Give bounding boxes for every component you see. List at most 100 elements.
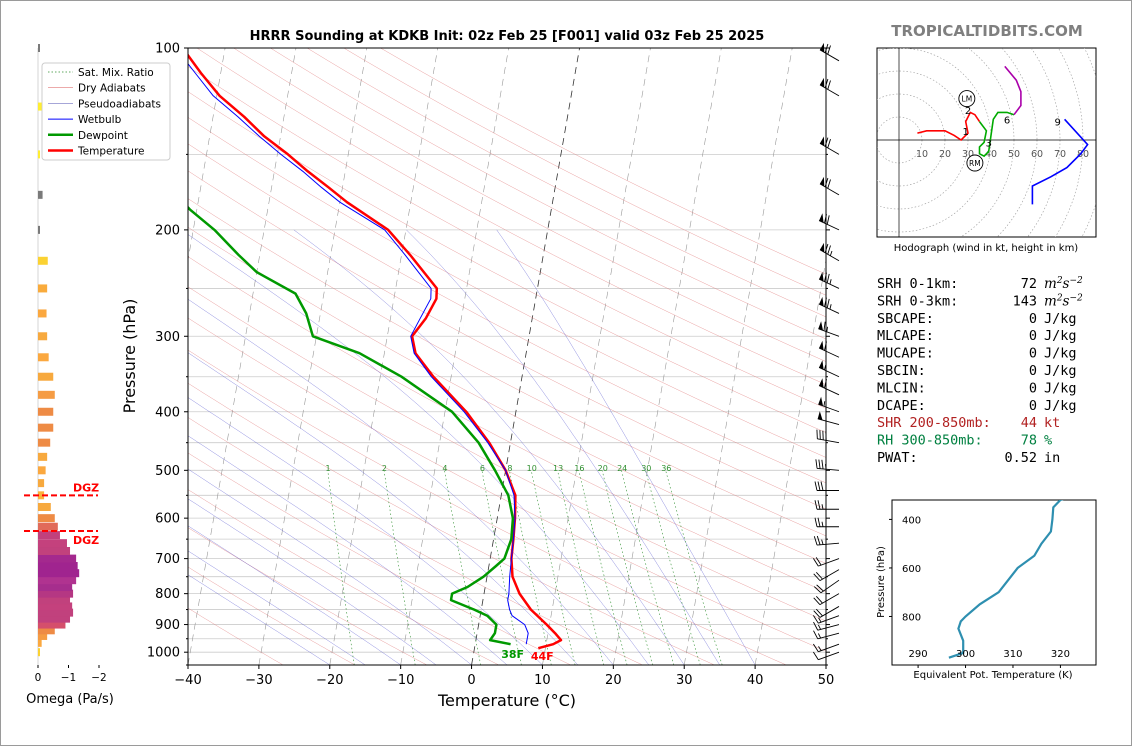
barb-full — [814, 481, 818, 491]
barb-flag — [819, 360, 824, 370]
index-label: MLCAPE: — [877, 328, 934, 344]
theta-e-x-tick-label: 300 — [956, 649, 975, 660]
barb-full — [821, 459, 824, 469]
pseudoadiabat — [188, 498, 437, 665]
skewt-panel: 1 2 4 6 8 10 13 16 20 24 30 36 38F 44F −40 −30 −20 −10 0… — [41, 42, 840, 710]
index-value: 78 — [1021, 433, 1037, 449]
index-label: SBCAPE: — [877, 311, 934, 327]
wind-barb — [818, 271, 840, 289]
omega-bar — [38, 372, 54, 381]
theta-e-y-tick-label: 400 — [902, 515, 921, 526]
omega-bar — [38, 576, 77, 585]
mixing-ratio-label: 16 — [574, 464, 584, 473]
dgz-label-top: DGZ — [73, 481, 99, 494]
index-label: SHR 200-850mb: — [877, 415, 991, 431]
wind-barb — [819, 242, 840, 262]
omega-bar — [38, 589, 74, 598]
index-value: 0 — [1029, 311, 1037, 327]
barb-half — [829, 304, 832, 310]
pseudoadiabat — [293, 229, 685, 665]
legend-label: Wetbulb — [78, 114, 122, 126]
y-tick-label: 500 — [155, 464, 180, 479]
wind-barb — [812, 643, 840, 653]
omega-bar — [38, 638, 42, 647]
y-tick-label: 700 — [155, 552, 180, 567]
barb-full — [813, 586, 822, 594]
mixing-ratio-label: 24 — [617, 464, 627, 473]
index-value: 44 — [1021, 415, 1037, 431]
index-value: 0 — [1029, 363, 1037, 379]
omega-bar — [38, 491, 45, 500]
theta-e-x-tick-label: 290 — [909, 649, 928, 660]
dry-adiabat — [188, 226, 826, 564]
omega-xlabel: Omega (Pa/s) — [26, 692, 114, 707]
index-unit: % — [1044, 433, 1052, 449]
mixing-ratio-line — [509, 470, 552, 665]
omega-bar — [38, 502, 51, 511]
pseudoadiabat — [188, 574, 330, 665]
mixing-ratio-line — [645, 470, 701, 665]
theta-e-y-tick-label: 600 — [902, 564, 921, 575]
index-unit: J/kg — [1044, 328, 1077, 344]
index-row: SBCAPE: 0 J/kg — [877, 311, 1077, 327]
pseudoadiabat — [496, 229, 756, 665]
x-tick-label: 0 — [467, 673, 475, 688]
y-tick-label: 400 — [155, 405, 180, 420]
hodograph-ring-label: 10 — [916, 149, 928, 160]
x-tick-label: −20 — [316, 673, 343, 688]
index-unit: J/kg — [1044, 363, 1077, 379]
wind-barb — [816, 429, 840, 444]
index-unit: kt — [1044, 415, 1060, 431]
barb-full — [826, 273, 830, 284]
dry-adiabat — [188, 417, 643, 665]
isotherm-line — [471, 48, 580, 665]
y-tick-label: 600 — [155, 512, 180, 527]
mixing-ratio-label: 1 — [326, 464, 331, 473]
dry-adiabat — [188, 527, 428, 665]
wind-barb — [813, 569, 840, 582]
theta-e-y-tick-label: 800 — [902, 612, 921, 623]
barb-full — [827, 245, 831, 255]
index-label: DCAPE: — [877, 398, 926, 414]
omega-bar — [38, 44, 40, 52]
index-row: SBCIN: 0 J/kg — [877, 363, 1077, 379]
omega-bar — [38, 423, 54, 432]
hodograph-ring-label: 30 — [962, 149, 974, 160]
omega-bar — [38, 332, 48, 341]
omega-bar — [38, 608, 74, 617]
index-unit: J/kg — [1044, 311, 1077, 327]
barb-full — [824, 43, 829, 53]
index-label: RH 300-850mb: — [877, 433, 983, 449]
omega-bar — [38, 225, 40, 234]
storm-motion-label: LM — [962, 95, 973, 104]
mixing-ratio-line — [444, 470, 481, 665]
wind-barb — [812, 615, 840, 624]
legend-label: Pseudoadiabats — [78, 98, 161, 110]
pseudoadiabat — [188, 397, 543, 665]
wind-barb — [813, 621, 840, 631]
barb-full — [817, 517, 821, 527]
barb-full — [827, 80, 831, 90]
dry-adiabat — [188, 170, 826, 510]
pseudoadiabat — [188, 550, 366, 665]
mixing-ratio-label: 36 — [661, 464, 671, 473]
barb-full — [816, 584, 824, 592]
wind-barb — [819, 176, 840, 196]
x-tick-label: 10 — [534, 673, 551, 688]
hodograph-ring-label: 40 — [985, 149, 997, 160]
wind-barb — [814, 517, 839, 528]
barb-half — [818, 617, 822, 623]
mixing-ratio-line — [383, 470, 416, 665]
index-unit: m2s−2 — [1044, 276, 1083, 292]
omega-bar — [38, 466, 46, 475]
dry-adiabat — [188, 91, 826, 433]
barb-half — [821, 504, 824, 510]
barb-flag — [818, 321, 823, 331]
barb-full — [815, 608, 823, 617]
barb-half — [829, 250, 833, 256]
hodograph-height-label: 9 — [1055, 118, 1061, 129]
index-value: 72 — [1021, 276, 1037, 292]
barb-full — [824, 297, 827, 307]
barb-full — [824, 137, 829, 147]
mixing-ratio-label: 10 — [527, 464, 537, 473]
